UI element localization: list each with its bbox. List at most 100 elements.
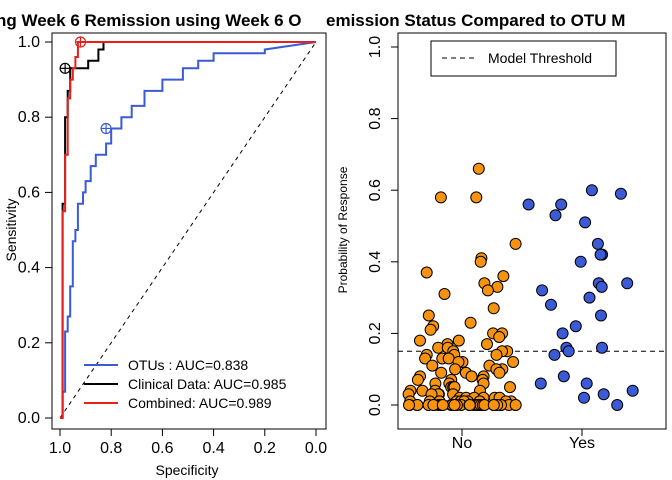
scatter-point-no [449, 363, 462, 376]
roc-y-tick-label: 1.0 [18, 34, 40, 51]
scatter-point-yes [579, 216, 592, 229]
scatter-point-yes [545, 298, 557, 311]
scatter-point-no [422, 309, 435, 322]
scatter-points [402, 162, 639, 411]
scatter-point-yes [569, 320, 582, 333]
scatter-legend: Model Threshold [430, 40, 617, 77]
scatter-point-yes [594, 248, 607, 261]
roc-x-tick-label: 0.0 [305, 440, 327, 457]
scatter-point-yes [621, 277, 634, 290]
roc-legend-label-1: Clinical Data: AUC=0.985 [128, 376, 287, 392]
roc-y-tick-label: 0.4 [18, 260, 40, 277]
scatter-point-no [490, 348, 503, 361]
scatter-point-no [424, 323, 437, 336]
scatter-point-yes [557, 370, 570, 383]
roc-y-axis: 0.0 0.2 0.4 0.6 0.8 1.0 [18, 34, 53, 427]
scatter-title: emission Status Compared to OTU M [326, 11, 625, 30]
scatter-point-no [493, 331, 506, 343]
roc-y-axis-label: Sensitivity [3, 198, 19, 261]
scatter-y-tick-label: 0.0 [367, 394, 384, 416]
scatter-point-no [452, 334, 465, 347]
scatter-point-yes [595, 309, 607, 322]
scatter-point-no [487, 302, 500, 315]
scatter-point-no [448, 399, 461, 411]
scatter-point-no [497, 270, 510, 283]
scatter-x-tick-label: Yes [569, 435, 595, 452]
scatter-point-no [509, 237, 522, 250]
scatter-point-no [434, 191, 447, 204]
scatter-point-yes [555, 198, 568, 211]
roc-title: ng Week 6 Remission using Week 6 O [0, 11, 301, 30]
scatter-point-no [481, 338, 493, 351]
roc-x-tick-label: 0.4 [202, 440, 224, 457]
scatter-point-yes [611, 399, 624, 411]
scatter-point-no [435, 366, 448, 379]
scatter-point-yes [585, 184, 598, 197]
scatter-panel: emission Status Compared to OTU M 0.0 0.2… [326, 11, 667, 452]
scatter-point-no [436, 399, 449, 411]
scatter-point-no [414, 334, 426, 347]
scatter-point-no [438, 288, 451, 300]
scatter-point-yes [595, 280, 608, 293]
roc-panel: ng Week 6 Remission using Week 6 O 1.0 0.… [0, 11, 327, 478]
roc-x-tick-label: 1.0 [49, 440, 71, 457]
scatter-point-no [481, 284, 494, 297]
roc-curves [59, 36, 317, 419]
scatter-point-yes [548, 348, 561, 361]
scatter-point-no [420, 266, 433, 279]
scatter-point-no [507, 356, 520, 368]
roc-y-tick-label: 0.6 [18, 184, 40, 201]
scatter-y-tick-label: 1.0 [367, 36, 384, 58]
roc-x-tick-label: 0.8 [100, 440, 122, 457]
scatter-y-axis-label: Probability of Response [336, 166, 350, 293]
roc-x-tick-label: 0.2 [254, 440, 276, 457]
roc-x-axis-label: Specificity [155, 462, 218, 478]
roc-curve-2 [60, 41, 316, 419]
scatter-point-no [509, 399, 522, 411]
scatter-point-yes [556, 327, 569, 340]
scatter-point-yes [536, 284, 549, 297]
scatter-legend-label: Model Threshold [488, 50, 592, 66]
scatter-point-yes [614, 187, 627, 200]
scatter-point-no [426, 359, 439, 372]
scatter-y-tick-label: 0.2 [367, 322, 384, 344]
scatter-point-yes [580, 377, 593, 390]
roc-x-tick-label: 0.6 [151, 440, 173, 457]
scatter-point-yes [597, 388, 610, 401]
roc-y-tick-label: 0.2 [18, 335, 40, 352]
scatter-point-yes [626, 384, 639, 397]
scatter-point-yes [583, 291, 596, 304]
scatter-point-yes [578, 391, 590, 404]
scatter-point-no [474, 255, 487, 268]
roc-legend-label-0: OTUs : AUC=0.838 [128, 357, 248, 373]
scatter-point-no [419, 352, 432, 365]
roc-x-axis: 1.0 0.8 0.6 0.4 0.2 0.0 [49, 428, 327, 457]
roc-diagonal-reference [59, 41, 317, 419]
scatter-point-no [493, 366, 506, 379]
scatter-point-no [470, 191, 483, 204]
roc-curve-0 [60, 41, 317, 419]
scatter-point-no [504, 381, 516, 394]
scatter-point-yes [522, 198, 535, 211]
scatter-point-yes [596, 341, 608, 354]
scatter-point-yes [574, 255, 587, 268]
scatter-y-tick-label: 0.8 [367, 107, 384, 129]
scatter-point-no [403, 399, 415, 411]
scatter-point-no [411, 373, 424, 386]
scatter-y-axis: 0.0 0.2 0.4 0.6 0.8 1.0 [367, 36, 399, 416]
roc-y-tick-label: 0.8 [18, 109, 40, 126]
scatter-x-tick-label: No [452, 435, 473, 452]
scatter-y-tick-label: 0.6 [367, 179, 384, 201]
scatter-point-yes [562, 345, 575, 358]
roc-y-tick-label: 0.0 [18, 410, 40, 427]
scatter-point-no [464, 316, 477, 329]
scatter-point-no [465, 370, 478, 383]
scatter-point-no [463, 399, 476, 411]
scatter-point-yes [534, 377, 547, 390]
scatter-point-yes [591, 237, 604, 250]
scatter-x-axis: No Yes [452, 429, 595, 452]
scatter-y-tick-label: 0.4 [367, 251, 384, 273]
roc-legend: OTUs : AUC=0.838 Clinical Data: AUC=0.985… [84, 357, 287, 411]
roc-legend-label-2: Combined: AUC=0.989 [128, 395, 272, 411]
